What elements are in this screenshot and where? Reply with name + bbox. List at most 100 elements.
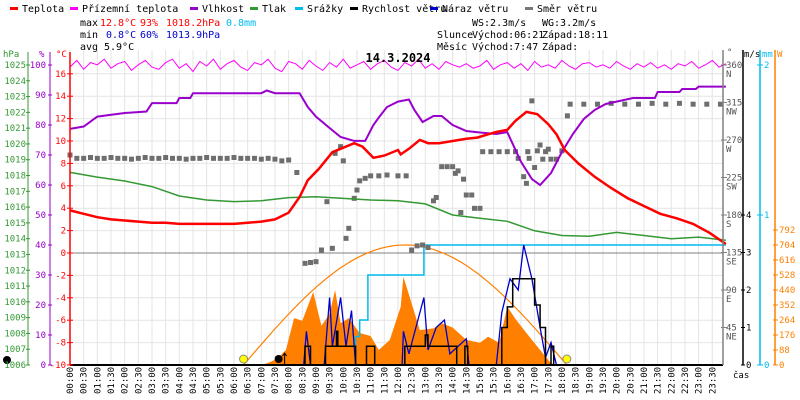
legend-swatch	[10, 7, 18, 10]
wind-direction-point	[149, 155, 155, 161]
wind-direction-point	[190, 155, 196, 161]
solar-tick-label: 264	[779, 316, 795, 326]
wind-direction-point	[564, 113, 570, 119]
x-tick-label: 19:00	[585, 367, 595, 394]
temperature-tick-label: 16	[55, 70, 66, 80]
wind-direction-point	[245, 155, 251, 161]
wind-direction-point	[318, 247, 324, 253]
x-tick-label: 19:30	[599, 367, 609, 394]
x-tick-label: 17:00	[531, 367, 541, 394]
x-tick-label: 18:00	[558, 367, 568, 394]
solar-tick-label: 616	[779, 256, 795, 266]
x-tick-label: 15:00	[476, 367, 486, 394]
wind-direction-point	[122, 155, 128, 161]
axes: 00:00 00:30 01:00 01:30 02:00 02:30 03:00 03:30…	[3, 48, 795, 394]
x-tick-label: 16:30	[517, 367, 527, 394]
x-tick-label: 21:30	[654, 367, 664, 394]
pressure-tick-label: 1023	[4, 93, 26, 103]
x-tick-label: 02:00	[121, 367, 131, 394]
x-tick-label: 11:00	[367, 367, 377, 394]
wind-direction-point	[521, 174, 527, 180]
wind-direction-point	[433, 195, 439, 201]
legend-swatch	[350, 7, 358, 10]
x-tick-label: 10:00	[339, 367, 349, 394]
wind-direction-point	[450, 164, 456, 170]
legend-label: Směr větru	[537, 3, 597, 15]
wind-direction-point	[477, 205, 483, 211]
x-tick-label: 23:00	[695, 367, 705, 394]
wind-direction-point	[338, 144, 344, 150]
wind-direction-point	[455, 168, 461, 174]
wind-tick-label: 0	[746, 361, 751, 371]
wind-direction-point	[376, 173, 382, 179]
wind-direction-point	[176, 155, 182, 161]
temperature-tick-label: 0	[61, 249, 66, 259]
solar-radiation-area	[70, 276, 726, 365]
legend-label: Srážky	[307, 3, 343, 15]
pressure-tick-label: 1021	[4, 124, 26, 134]
legend-label: Přízemní teplota	[82, 3, 178, 15]
x-axis-label: čas	[733, 370, 749, 381]
wind-direction-point	[420, 242, 426, 248]
wind-direction-point	[532, 165, 538, 171]
wind-direction-point	[302, 260, 308, 266]
wind-axis-unit: m/s	[744, 50, 760, 60]
x-tick-label: 00:00	[66, 367, 76, 394]
wind-direction-point	[409, 247, 415, 253]
legend-swatch	[250, 7, 258, 10]
wind-direction-point	[537, 142, 543, 148]
wind-direction-point	[101, 155, 107, 161]
humidity-tick-label: 40	[35, 241, 46, 251]
chart-title: 14.3.2024	[365, 51, 430, 65]
x-tick-label: 02:30	[134, 367, 144, 394]
wind-direction-point	[534, 148, 540, 154]
wind-direction-point	[717, 101, 723, 107]
humidity-tick-label: 70	[35, 151, 46, 161]
wind-direction-point	[204, 155, 210, 161]
x-tick-label: 12:00	[394, 367, 404, 394]
temperature-tick-label: -4	[55, 294, 66, 304]
moon-rise: Východ:7:47	[472, 41, 538, 53]
legend-label: Teplota	[22, 4, 64, 15]
direction-compass-label: SE	[726, 258, 737, 268]
wind-direction-point	[346, 225, 352, 231]
wind-direction-point	[523, 180, 529, 186]
x-tick-label: 08:30	[298, 367, 308, 394]
pressure-tick-label: 1010	[4, 298, 26, 308]
stat-ws: WS:2.3m/s	[472, 18, 526, 29]
wind-direction-point	[496, 149, 502, 155]
x-tick-label: 14:00	[449, 367, 459, 394]
sun-set: Západ:18:11	[542, 29, 608, 41]
x-tick-label: 22:00	[667, 367, 677, 394]
wind-direction-point	[414, 243, 420, 249]
x-tick-label: 04:30	[189, 367, 199, 394]
x-tick-label: 20:00	[613, 367, 623, 394]
x-tick-label: 23:30	[708, 367, 718, 394]
direction-axis-unit: °	[727, 48, 732, 58]
legend-swatch	[295, 7, 303, 10]
wind-tick-label: 4	[746, 211, 751, 221]
temperature-line	[69, 110, 727, 246]
wind-direction-point	[258, 156, 264, 162]
x-tick-label: 03:30	[162, 367, 172, 394]
wind-tick-label: 2	[746, 286, 751, 296]
wind-direction-point	[115, 155, 121, 161]
wind-direction-point	[108, 155, 114, 161]
temperature-tick-label: 8	[61, 159, 66, 169]
direction-compass-label: NE	[726, 333, 737, 343]
temperature-tick-label: 2	[61, 227, 66, 237]
wind-direction-point	[515, 155, 521, 161]
pressure-line	[69, 171, 726, 242]
x-tick-label: 07:00	[257, 367, 267, 394]
legend-label: Náraz větru	[442, 3, 508, 15]
wind-direction-point	[357, 178, 363, 184]
moon-label: Měsíc	[437, 41, 467, 53]
wind-direction-point	[480, 149, 486, 155]
stat-wg: WG:3.2m/s	[542, 18, 596, 29]
wind-direction-point	[439, 164, 445, 170]
wind-direction-point	[324, 199, 330, 205]
wind-direction-point	[504, 149, 510, 155]
wind-direction-point	[279, 158, 285, 164]
stat-max-press: 1018.2hPa	[166, 18, 220, 29]
